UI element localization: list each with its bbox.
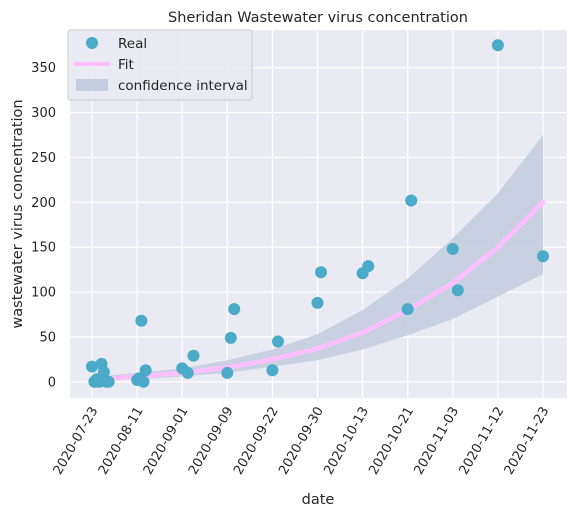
x-axis-label: date bbox=[302, 492, 335, 508]
real-data-point bbox=[537, 250, 549, 263]
real-data-point bbox=[451, 284, 464, 297]
confidence-interval-band bbox=[92, 135, 543, 381]
chart-title: Sheridan Wastewater virus concentration bbox=[168, 10, 468, 26]
fit-line bbox=[89, 200, 546, 383]
real-data-point bbox=[272, 335, 284, 348]
y-tick-label: 300 bbox=[31, 106, 56, 121]
y-axis-label: wastewater virus concentration bbox=[10, 99, 26, 328]
real-data-point bbox=[228, 303, 241, 316]
real-data-point bbox=[405, 194, 418, 207]
y-tick-label: 100 bbox=[31, 286, 56, 301]
legend-confidence-label: confidence interval bbox=[118, 78, 248, 94]
real-data-point bbox=[221, 366, 234, 379]
fit-line-layer bbox=[89, 200, 546, 383]
real-data-point bbox=[102, 375, 115, 388]
real-data-point bbox=[181, 366, 194, 379]
y-tick-label: 350 bbox=[31, 61, 56, 76]
real-data-point bbox=[311, 296, 324, 309]
legend-fit-label: Fit bbox=[118, 57, 134, 73]
real-data-point bbox=[491, 39, 504, 52]
y-tick-label: 200 bbox=[31, 196, 56, 211]
real-data-point bbox=[266, 364, 279, 377]
real-data-point bbox=[139, 364, 152, 377]
real-data-point bbox=[135, 314, 148, 327]
confidence-band-layer bbox=[92, 135, 543, 381]
legend-box bbox=[67, 29, 253, 101]
real-data-point bbox=[401, 303, 414, 316]
legend: Real Fit confidence interval bbox=[67, 29, 253, 101]
real-data-point bbox=[86, 360, 98, 373]
legend-real-marker bbox=[86, 37, 98, 49]
real-data-point bbox=[362, 260, 375, 273]
real-data-point bbox=[137, 375, 150, 388]
y-tick-label: 150 bbox=[31, 241, 56, 256]
legend-confidence-swatch bbox=[76, 79, 108, 91]
real-data-point bbox=[315, 266, 327, 279]
real-data-point bbox=[97, 366, 110, 378]
real-data-point bbox=[224, 331, 237, 344]
y-tick-label: 0 bbox=[48, 375, 56, 390]
real-data-point bbox=[446, 243, 459, 255]
y-tick-labels: 0 50 100 150 200 250 300 350 bbox=[31, 61, 56, 390]
real-data-point bbox=[187, 349, 200, 362]
y-tick-label: 50 bbox=[39, 330, 56, 345]
y-tick-label: 250 bbox=[31, 151, 56, 166]
real-points-layer bbox=[86, 39, 549, 388]
legend-real-label: Real bbox=[118, 36, 147, 52]
